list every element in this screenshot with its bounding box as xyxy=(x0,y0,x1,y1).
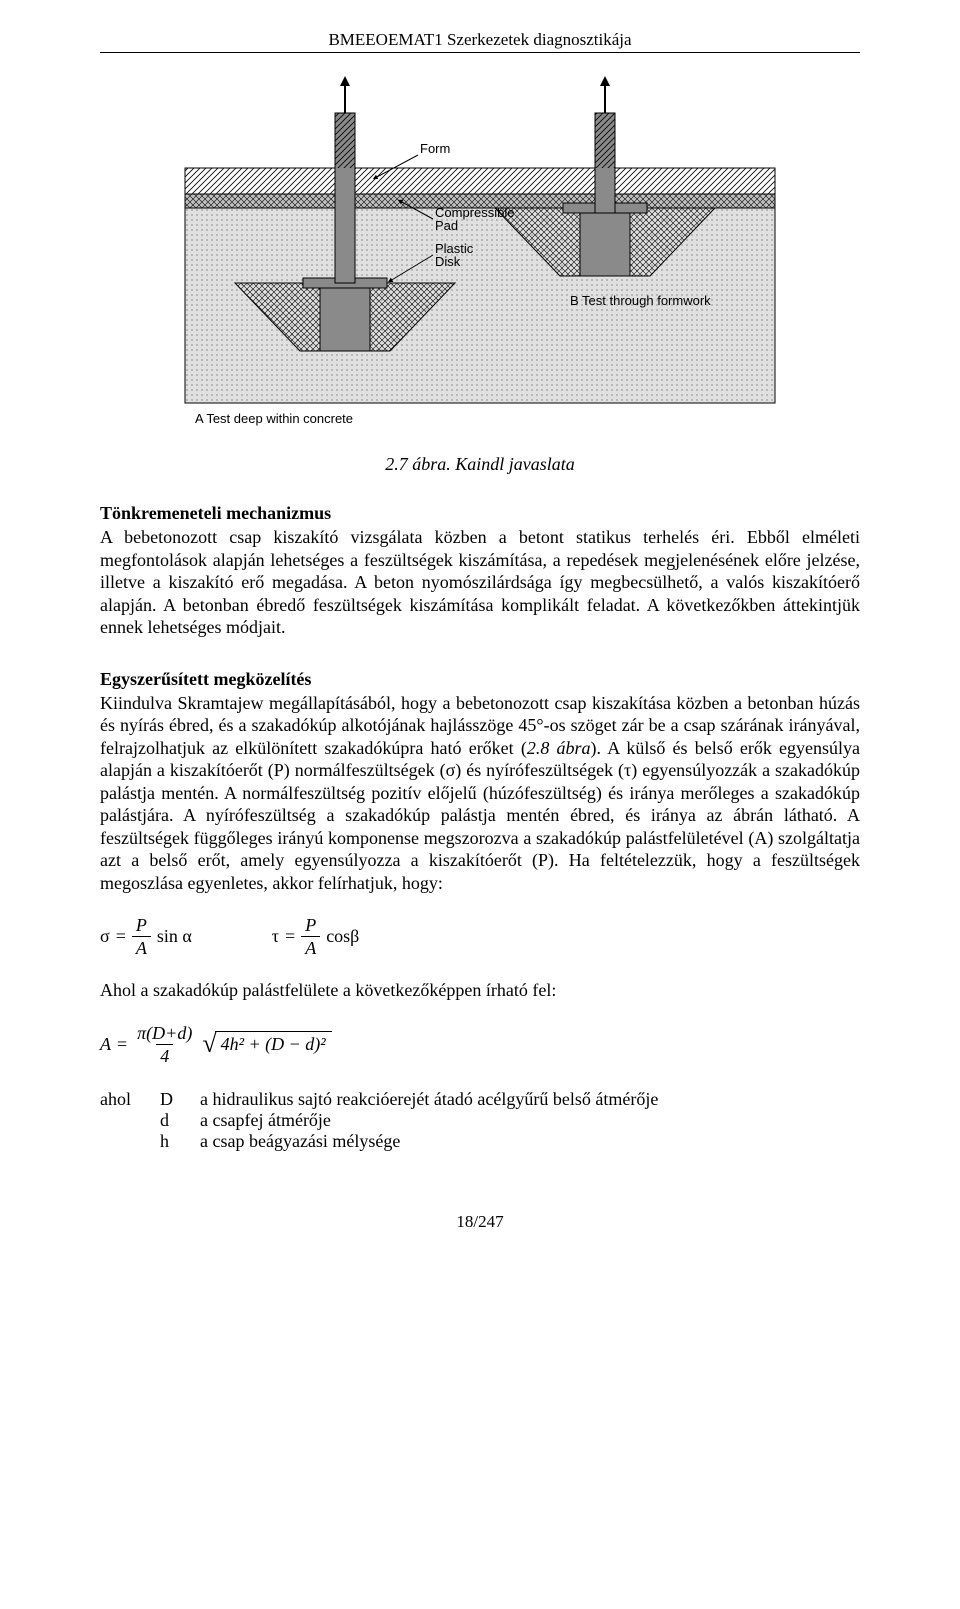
where-label: ahol xyxy=(100,1089,160,1110)
where-sym-0: D xyxy=(160,1089,200,1110)
eq1-eq2: = xyxy=(285,926,295,947)
eq2-sqrt-body: 4h² + (D − d)² xyxy=(215,1031,332,1055)
page-number: 18/247 xyxy=(100,1212,860,1232)
equation-area: A = π(D+d) 4 √ 4h² + (D − d)² xyxy=(100,1024,860,1065)
eq1-den1: A xyxy=(132,936,151,957)
eq1-tau: τ xyxy=(272,926,279,947)
section-2-text: Kiindulva Skramtajew megállapításából, h… xyxy=(100,692,860,895)
eq1-cos: cosβ xyxy=(326,926,359,947)
eq1-sigma: σ xyxy=(100,926,110,947)
eq1-den2: A xyxy=(301,936,320,957)
equation-sigma-tau: σ = P A sin α τ = P A cosβ xyxy=(100,916,860,957)
label-form: Form xyxy=(420,141,450,156)
section-2-part-b: ). A külső és belső erők egyensúlya alap… xyxy=(100,738,860,893)
eq2-eq: = xyxy=(117,1034,127,1055)
eq2-num: π(D+d) xyxy=(133,1024,196,1044)
eq2-lhs: A xyxy=(100,1034,111,1055)
page-header: BMEEOEMAT1 Szerkezetek diagnosztikája xyxy=(100,30,860,53)
section-1-text: A bebetonozott csap kiszakító vizsgálata… xyxy=(100,526,860,639)
where-table: ahol D a hidraulikus sajtó reakcióerejét… xyxy=(100,1089,860,1152)
section-title-1: Tönkremeneteli mechanizmus xyxy=(100,503,860,524)
figure-svg: Form Compressible Pad Plastic Disk B Tes… xyxy=(175,73,785,433)
page: BMEEOEMAT1 Szerkezetek diagnosztikája xyxy=(0,0,960,1272)
eq1-sin: sin α xyxy=(157,926,192,947)
fig-ref-2-8: 2.8 ábra xyxy=(527,738,591,758)
where-desc-0: a hidraulikus sajtó reakcióerejét átadó … xyxy=(200,1089,860,1110)
eq1-num2: P xyxy=(301,916,320,936)
where-sym-2: h xyxy=(160,1131,200,1152)
eq2-den: 4 xyxy=(156,1044,173,1065)
where-desc-2: a csap beágyazási mélysége xyxy=(200,1131,860,1152)
label-a-test: A Test deep within concrete xyxy=(195,411,353,426)
eq1-num1: P xyxy=(132,916,151,936)
mid-text: Ahol a szakadókúp palástfelülete a követ… xyxy=(100,979,860,1002)
where-desc-1: a csapfej átmérője xyxy=(200,1110,860,1131)
section-title-2: Egyszerűsített megközelítés xyxy=(100,669,860,690)
figure-2-7: Form Compressible Pad Plastic Disk B Tes… xyxy=(100,73,860,438)
label-pad-2: Pad xyxy=(435,218,458,233)
label-disk-2: Disk xyxy=(435,254,461,269)
where-sym-1: d xyxy=(160,1110,200,1131)
figure-caption: 2.7 ábra. Kaindl javaslata xyxy=(100,454,860,475)
eq1-eq: = xyxy=(116,926,126,947)
label-b-test: B Test through formwork xyxy=(570,293,711,308)
